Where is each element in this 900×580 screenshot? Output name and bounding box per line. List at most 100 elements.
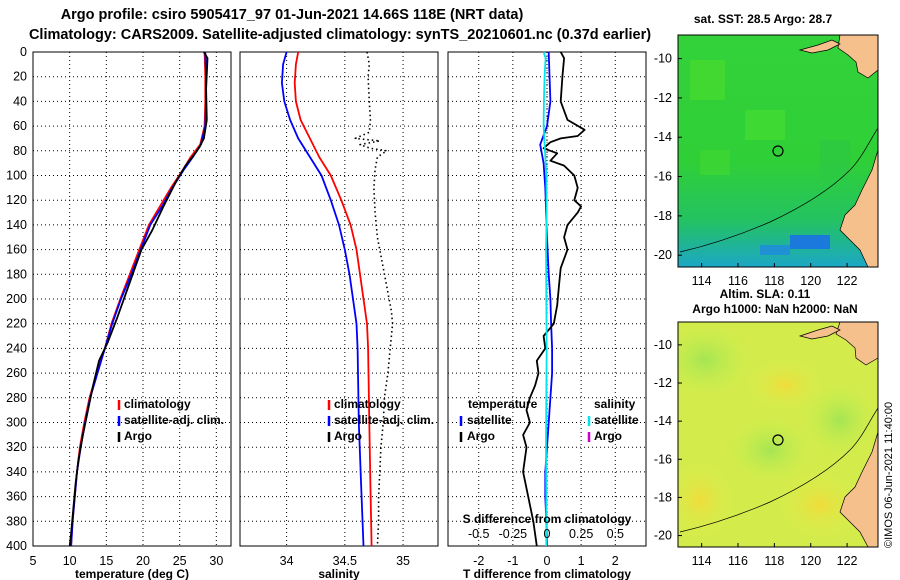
sst-map-frame	[677, 34, 879, 268]
lat-tick-label: -16	[654, 452, 672, 466]
legend-s-satellite: satellite	[594, 413, 639, 427]
x-tick-label: 34.5	[333, 554, 357, 568]
salinity-legend: climatology satellite-adj. clim. Argo	[327, 397, 434, 443]
y-tick-label: 40	[13, 94, 27, 108]
x-tick-label: 30	[209, 554, 223, 568]
salinity-tick-label: 0	[544, 527, 551, 541]
series-t-argo	[522, 51, 586, 547]
legend-argo: Argo	[334, 429, 362, 443]
x-tick-label: 0	[544, 554, 551, 568]
legend-argo: Argo	[124, 429, 152, 443]
x-tick-label: 1	[578, 554, 585, 568]
lon-tick-label: 120	[800, 274, 821, 288]
sla-map-title: Altim. SLA: 0.11	[720, 287, 811, 301]
title-line-2: Climatology: CARS2009. Satellite-adjuste…	[29, 27, 651, 43]
legend-s-argo: Argo	[594, 429, 622, 443]
y-tick-label: 220	[6, 317, 27, 331]
difference-legend-salinity: salinity satellite Argo	[587, 397, 639, 443]
temperature-series	[68, 51, 209, 547]
temperature-panel: 0 20 40 60 80 100 120 140 160 180 200 220 240 260 280 3…	[6, 45, 232, 580]
x-tick-label: 2	[612, 554, 619, 568]
series-argo	[354, 51, 394, 547]
x-tick-label: 20	[136, 554, 150, 568]
temperature-difference-tick-labels: -2 -1 0 1 2	[473, 554, 619, 568]
temperature-difference-axis-label: T difference from climatology	[463, 567, 631, 580]
y-tick-label: 340	[6, 465, 27, 479]
y-tick-label: 280	[6, 391, 27, 405]
x-tick-label: -2	[473, 554, 484, 568]
y-tick-label: 400	[6, 539, 27, 553]
series-satellite-adj-clim-	[280, 51, 365, 547]
y-tick-label: 360	[6, 490, 27, 504]
series-s-satellite	[542, 51, 548, 546]
temperature-legend: climatology satellite-adj. clim. Argo	[117, 397, 224, 443]
sla-map-subtitle: Argo h1000: NaN h2000: NaN	[692, 302, 857, 316]
lon-tick-label: 120	[800, 554, 821, 568]
x-tick-label: 25	[173, 554, 187, 568]
temperature-axis-label: temperature (deg C)	[75, 567, 189, 580]
lon-tick-label: 118	[764, 554, 784, 568]
lon-tick-label: 118	[764, 274, 784, 288]
sla-map-image	[678, 322, 878, 547]
bathymetry-contour	[679, 407, 878, 533]
x-tick-label: 10	[63, 554, 77, 568]
temperature-frame	[32, 51, 232, 547]
salinity-tick-label: 0.25	[569, 527, 593, 541]
salinity-tick-label: -0.5	[468, 527, 490, 541]
legend-temperature-heading: temperature	[468, 397, 538, 411]
lon-tick-label: 114	[692, 554, 712, 568]
lon-tick-label: 116	[728, 274, 748, 288]
sla-map-panel: Altim. SLA: 0.11 Argo h1000: NaN h2000: …	[654, 287, 879, 568]
legend-climatology: climatology	[334, 397, 401, 411]
salinity-difference-axis-label: S difference from climatology	[463, 512, 632, 526]
sla-map-lon-ticks: 114 116 118 120 122	[692, 543, 858, 568]
y-tick-label: 180	[6, 267, 27, 281]
y-tick-label: 80	[13, 144, 27, 158]
lat-tick-label: -10	[654, 52, 672, 66]
salinity-difference-tick-labels: -0.5 -0.25 0 0.25 0.5	[468, 527, 624, 541]
difference-grid	[448, 52, 646, 546]
series-climatology	[293, 51, 373, 547]
land-mass	[839, 149, 878, 267]
legend-climatology: climatology	[124, 397, 191, 411]
y-tick-label: 100	[6, 169, 27, 183]
difference-panel: -2 -1 0 1 2 -0.5 -0.25 0 0.25 0.5 S difference f…	[447, 51, 647, 580]
x-tick-label: 15	[99, 554, 113, 568]
temperature-grid	[32, 52, 231, 546]
lat-tick-label: -10	[654, 338, 672, 352]
sst-map-lon-ticks: 114 116 118 120 122	[692, 263, 858, 288]
x-tick-label: -1	[507, 554, 518, 568]
lon-tick-label: 122	[837, 554, 858, 568]
sla-map-lat-ticks: -10 -12 -14 -16 -18 -20	[654, 338, 682, 543]
lat-tick-label: -20	[654, 529, 672, 543]
salinity-panel: 34 34.5 35 salinity climatology satellite-…	[239, 51, 439, 580]
x-tick-label: 35	[396, 554, 410, 568]
salinity-frame	[239, 51, 439, 547]
lon-tick-label: 114	[692, 274, 712, 288]
lat-tick-label: -16	[654, 170, 672, 184]
bathymetry-contour	[679, 127, 878, 253]
lat-tick-label: -18	[654, 490, 672, 504]
sst-map-title: sat. SST: 28.5 Argo: 28.7	[694, 12, 833, 26]
land-mass	[839, 431, 878, 547]
temperature-tick-labels: 5 10 15 20 25 30	[30, 554, 224, 568]
y-tick-label: 240	[6, 341, 27, 355]
salinity-grid	[240, 52, 438, 546]
salinity-axis-label: salinity	[318, 567, 360, 580]
lat-tick-label: -14	[654, 414, 672, 428]
y-tick-label: 160	[6, 243, 27, 257]
y-tick-label: 380	[6, 514, 27, 528]
legend-satellite: satellite-adj. clim.	[334, 413, 434, 427]
salinity-tick-labels: 34 34.5 35	[280, 554, 410, 568]
y-tick-label: 140	[6, 218, 27, 232]
sla-map-frame	[677, 321, 879, 548]
lat-tick-label: -14	[654, 130, 672, 144]
y-tick-label: 120	[6, 193, 27, 207]
island	[798, 39, 841, 54]
lon-tick-label: 116	[728, 554, 748, 568]
land-mass	[835, 322, 878, 366]
sst-map-panel: sat. SST: 28.5 Argo: 28.7 114 116 118 120 12…	[654, 12, 879, 288]
salinity-series	[280, 51, 394, 547]
x-tick-label: 5	[30, 554, 37, 568]
difference-series	[522, 51, 586, 547]
